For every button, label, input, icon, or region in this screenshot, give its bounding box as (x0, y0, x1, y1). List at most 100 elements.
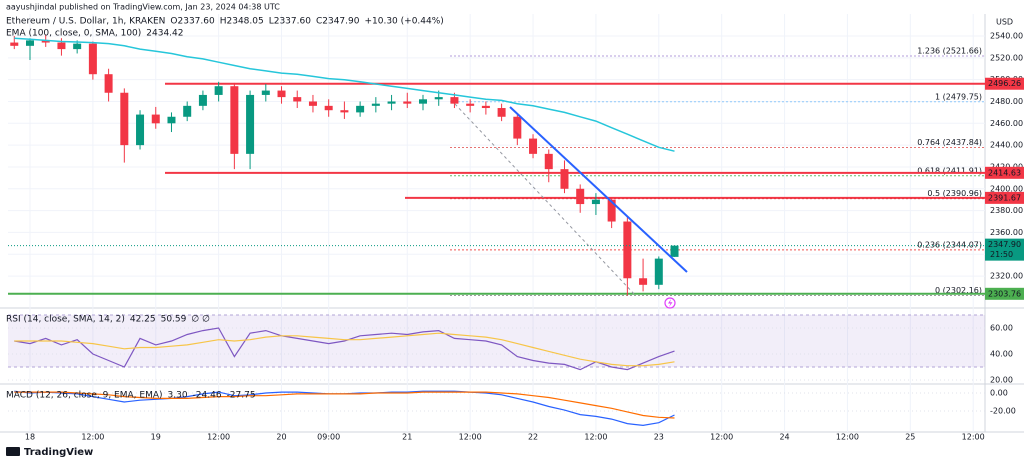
candle-body (340, 110, 349, 113)
candle-body (387, 101, 396, 104)
brand-logo (6, 447, 20, 456)
candle-body (230, 86, 239, 154)
candle-body (120, 92, 129, 146)
currency: USD (996, 18, 1013, 27)
event-icon-bolt (668, 299, 673, 307)
candle-body (434, 97, 443, 100)
price-badge-label: 2391.67 (988, 193, 1021, 202)
x-tick-label: 12:00 (962, 433, 985, 442)
x-tick-label: 12:00 (710, 433, 733, 442)
x-tick-label: 20 (276, 433, 286, 442)
candle-body (403, 101, 412, 104)
symbol: Ethereum / U.S. Dollar, 1h, KRAKEN (6, 17, 165, 27)
candle-body (214, 86, 223, 95)
candle-body (73, 43, 82, 50)
x-tick-label: 18 (25, 433, 35, 442)
ema-value: 2434.42 (146, 29, 183, 39)
ohlc-value: H2348.05 (220, 17, 264, 27)
fib-label: 0.5 (2390.96) (927, 189, 982, 198)
y-tick-label: 2400.00 (990, 184, 1023, 193)
candle-body (41, 40, 50, 43)
indicator-label: MACD (12, 26, close, 9, EMA, EMA) (6, 391, 163, 401)
y-tick-label: -20.00 (990, 407, 1016, 416)
price-badge (985, 166, 1024, 179)
candle-body (308, 101, 317, 106)
price-badge-label: 2414.63 (988, 168, 1021, 177)
legend-value: -24.46 (193, 391, 222, 401)
candle-body (670, 245, 679, 257)
last-price-label: 2347.90 (988, 240, 1021, 249)
y-tick-label: 2520.00 (990, 53, 1023, 62)
trend-line (509, 106, 688, 273)
fib-label: 0.618 (2411.91) (917, 166, 982, 175)
y-tick-label: 2440.00 (990, 141, 1023, 150)
fib-diagonal (454, 103, 637, 297)
y-tick-label: 2460.00 (990, 119, 1023, 128)
candle-body (356, 105, 365, 113)
countdown: 21:50 (990, 250, 1013, 259)
y-tick-label: 2480.00 (990, 97, 1023, 106)
candle-body (481, 105, 490, 109)
y-tick-label: 2540.00 (990, 32, 1023, 41)
candle-body (576, 188, 585, 205)
candle-body (293, 97, 302, 102)
ohlc-value: O2337.60 (170, 17, 215, 27)
x-tick-label: 23 (654, 433, 664, 442)
x-tick-label: 19 (151, 433, 161, 442)
x-tick-label: 12:00 (836, 433, 859, 442)
x-tick-label: 12:00 (459, 433, 482, 442)
legend-value: ∅ ∅ (191, 315, 210, 325)
y-tick-label: 2360.00 (990, 228, 1023, 237)
candle-body (324, 105, 333, 111)
x-tick-label: 12:00 (207, 433, 230, 442)
candle-body (371, 103, 380, 106)
candle-body (26, 40, 34, 46)
x-tick-label: 09:00 (317, 433, 340, 442)
candle-body (57, 42, 66, 50)
candle-body (560, 169, 569, 189)
candle-body (151, 114, 160, 124)
ema-label: EMA (100, close, 0, SMA, 100) (6, 29, 141, 39)
y-tick-label: 0.00 (990, 389, 1008, 398)
brand: TradingView (6, 447, 93, 458)
indicator-line (14, 332, 675, 367)
candle-body (466, 103, 475, 106)
ohlc-value: C2347.90 (316, 17, 360, 27)
legend-value: 3.30 (168, 391, 188, 401)
x-tick-label: 21 (402, 433, 412, 442)
price-badge-label: 2303.76 (988, 289, 1021, 298)
candle-body (450, 97, 459, 104)
legend-value: 50.59 (161, 315, 187, 325)
candle-body (246, 94, 255, 154)
y-tick-label: 20.00 (990, 376, 1013, 385)
candle-body (136, 114, 145, 146)
candle-body (623, 221, 632, 279)
indicator-label: RSI (14, close, SMA, 14, 2) (6, 315, 125, 325)
plot-layer: 1.236 (2521.66) 1 (2479.75) 0.764 (2437.84… (8, 14, 985, 432)
price-badge (985, 287, 1024, 300)
fib-label: 1 (2479.75) (935, 92, 982, 101)
y-tick-label: 2380.00 (990, 206, 1023, 215)
ema-line (14, 37, 675, 152)
candle-body (513, 116, 522, 139)
candle-body (104, 74, 113, 93)
candle-body (198, 94, 207, 106)
candle-body (10, 42, 19, 46)
candle-body (497, 108, 506, 117)
price-badge-label: 2496.26 (988, 79, 1021, 88)
candle-body (167, 116, 176, 124)
candle-body (529, 138, 538, 154)
x-tick-label: 25 (905, 433, 915, 442)
x-tick-label: 12:00 (81, 433, 104, 442)
candle-body (183, 105, 192, 117)
candle-body (607, 199, 616, 222)
candle-body (544, 153, 553, 170)
indicator-line (14, 391, 675, 419)
legend-value: 42.25 (130, 315, 156, 325)
fib-label: 0.764 (2437.84) (917, 138, 982, 147)
fib-label: 0 (2302.16) (935, 286, 982, 295)
y-tick-label: 2320.00 (990, 272, 1023, 281)
y-tick-label: 40.00 (990, 350, 1013, 359)
